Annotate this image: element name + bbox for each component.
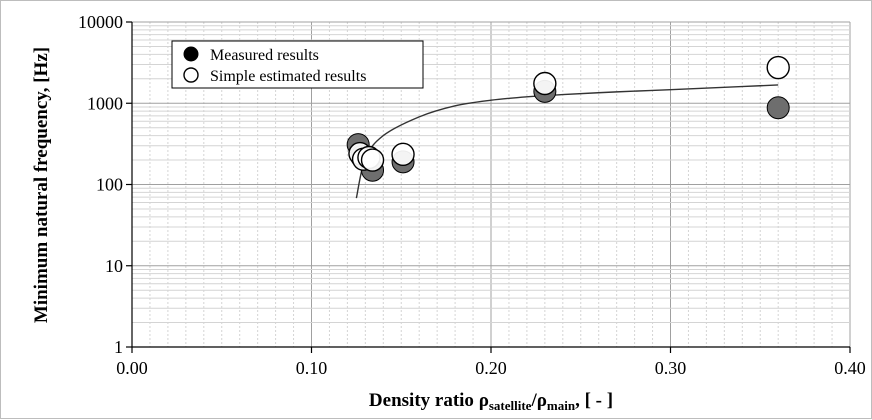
legend-marker-estimated <box>183 67 199 83</box>
x-axis-title-suffix: , [ - ] <box>575 390 613 411</box>
y-axis-title: Minimum natural frequency, [Hz] <box>31 47 52 323</box>
x-tick-label: 0.40 <box>834 358 866 378</box>
y-tick-label: 10000 <box>78 12 123 32</box>
y-tick-label: 10 <box>105 256 123 276</box>
estimated-point <box>391 142 415 167</box>
estimated-point <box>766 55 790 80</box>
legend-label-measured: Measured results <box>210 47 319 64</box>
x-tick-label: 0.20 <box>475 358 507 378</box>
y-tick-label: 100 <box>96 175 123 195</box>
x-tick-label: 0.10 <box>296 358 328 378</box>
legend-marker-measured <box>183 46 199 62</box>
x-axis-title-rho-satellite: ρ <box>479 390 489 411</box>
legend-label-estimated: Simple estimated results <box>210 68 366 85</box>
estimated-point <box>360 148 385 172</box>
x-axis-title-prefix: Density ratio <box>369 390 479 411</box>
x-axis-title-subscript-main: main <box>547 398 576 413</box>
measured-point <box>766 96 790 120</box>
x-axis-title: Density ratio ρsatellite/ρmain, [ - ] <box>369 390 613 413</box>
legend-box <box>171 40 424 89</box>
x-tick-label: 0.30 <box>655 358 687 378</box>
point-layer <box>346 55 790 182</box>
axis-layer: 1 10 100 1000 10000 0.00 0.10 0.20 0.30 0.40 <box>78 12 866 378</box>
y-tick-label: 1000 <box>87 93 123 113</box>
x-axis-title-slash: / <box>530 390 537 411</box>
y-tick-label: 1 <box>114 337 123 357</box>
x-tick-label: 0.00 <box>116 358 148 378</box>
x-axis-title-subscript-satellite: satellite <box>489 398 532 413</box>
trend-line <box>355 84 779 199</box>
trend-layer <box>355 84 779 199</box>
x-axis-title-rho-main: ρ <box>537 390 547 411</box>
estimated-point <box>533 71 557 96</box>
legend: Measured results Simple estimated result… <box>171 40 424 89</box>
